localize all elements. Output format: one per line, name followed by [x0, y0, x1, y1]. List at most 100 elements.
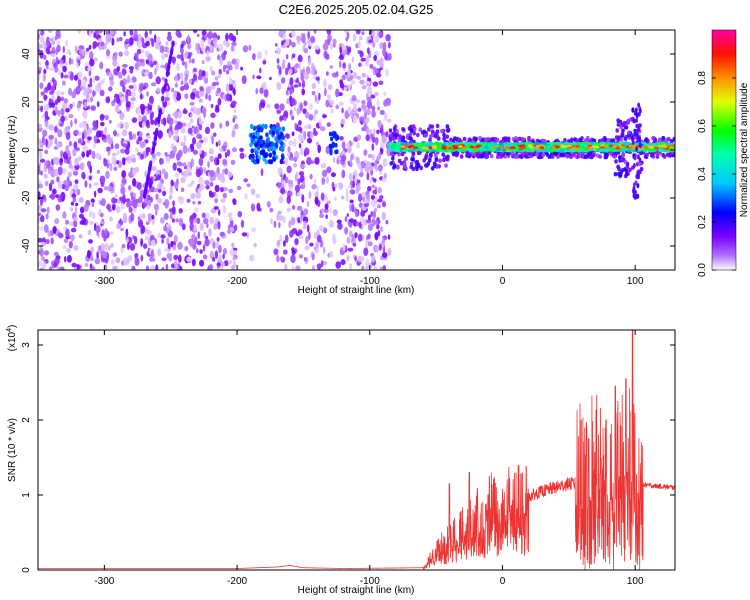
- heatmap-cell: [171, 87, 175, 93]
- heatmap-cell: [321, 169, 328, 178]
- heatmap-cell: [96, 130, 102, 138]
- heatmap-cell: [361, 265, 365, 270]
- heatmap-cell: [626, 120, 631, 125]
- heatmap-cell: [573, 137, 577, 142]
- heatmap-cell: [298, 63, 301, 70]
- heatmap-cell: [271, 130, 276, 136]
- heatmap-cell: [151, 145, 156, 151]
- heatmap-cell: [408, 132, 413, 137]
- heatmap-cell: [636, 136, 640, 142]
- heatmap-cell: [144, 235, 150, 241]
- heatmap-cell: [44, 149, 49, 155]
- heatmap-cell: [213, 223, 218, 230]
- heatmap-cell: [465, 150, 470, 156]
- heatmap-cell: [146, 119, 150, 127]
- heatmap-cell: [346, 213, 349, 218]
- heatmap-cell: [625, 164, 630, 169]
- heatmap-cell: [325, 53, 330, 60]
- heatmap-cell: [371, 218, 376, 227]
- heatmap-cell: [100, 254, 104, 263]
- heatmap-cell: [155, 76, 161, 85]
- heatmap-cell: [181, 122, 187, 127]
- heatmap-cell: [224, 168, 229, 175]
- heatmap-cell: [355, 156, 360, 165]
- heatmap-cell: [150, 239, 156, 247]
- heatmap-cell: [381, 134, 387, 144]
- heatmap-cell: [330, 136, 334, 142]
- heatmap-cell: [418, 127, 423, 132]
- heatmap-cell: [45, 60, 49, 67]
- heatmap-cell: [173, 90, 178, 98]
- heatmap-cell: [43, 103, 50, 111]
- heatmap-cell: [618, 155, 622, 160]
- heatmap-cell: [561, 145, 567, 148]
- heatmap-cell: [650, 153, 654, 158]
- heatmap-cell: [173, 234, 178, 244]
- heatmap-cell: [109, 231, 115, 235]
- heatmap-cell: [56, 44, 61, 53]
- heatmap-cell: [313, 178, 317, 186]
- heatmap-cell: [616, 118, 620, 123]
- heatmap-cell: [168, 55, 172, 62]
- heatmap-cell: [81, 151, 86, 158]
- heatmap-cell: [376, 129, 380, 135]
- heatmap-cell: [201, 212, 206, 219]
- heatmap-cell: [86, 150, 89, 158]
- heatmap-cell: [217, 73, 222, 79]
- heatmap-cell: [209, 182, 214, 187]
- heatmap-cell: [296, 35, 302, 42]
- heatmap-cell: [208, 94, 212, 102]
- heatmap-cell: [520, 144, 526, 148]
- heatmap-cell: [378, 32, 383, 37]
- heatmap-cell: [76, 188, 81, 196]
- heatmap-cell: [40, 91, 45, 96]
- heatmap-cell: [341, 141, 346, 149]
- heatmap-cell: [184, 246, 189, 252]
- heatmap-cell: [285, 54, 289, 60]
- heatmap-cell: [88, 239, 93, 244]
- heatmap-cell: [367, 86, 373, 95]
- heatmap-cell: [192, 88, 198, 94]
- heatmap-cell: [313, 246, 317, 251]
- heatmap-cell: [291, 53, 296, 58]
- heatmap-cell: [271, 126, 275, 132]
- heatmap-cell: [374, 207, 378, 213]
- heatmap-cell: [266, 201, 271, 208]
- heatmap-cell: [294, 238, 299, 246]
- heatmap-cell: [276, 240, 281, 245]
- colorbar-tick-label: 0.4: [697, 167, 708, 181]
- heatmap-cell: [217, 221, 221, 230]
- heatmap-cell: [341, 43, 345, 52]
- heatmap-cell: [228, 83, 234, 91]
- heatmap-cell: [148, 95, 154, 105]
- heatmap-cell: [172, 112, 176, 117]
- heatmap-cell: [332, 237, 337, 245]
- heatmap-cell: [359, 79, 365, 85]
- heatmap-cell: [505, 146, 511, 150]
- heatmap-cell: [54, 35, 58, 41]
- heatmap-cell: [299, 134, 304, 143]
- heatmap-cell: [626, 149, 632, 153]
- heatmap-cell: [636, 193, 640, 199]
- heatmap-cell: [352, 115, 358, 124]
- heatmap-cell: [314, 45, 320, 50]
- heatmap-cell: [39, 82, 44, 90]
- heatmap-cell: [190, 193, 196, 200]
- heatmap-cell: [132, 265, 136, 270]
- heatmap-cell: [67, 150, 71, 160]
- heatmap-cell: [577, 141, 582, 145]
- heatmap-cell: [282, 215, 286, 224]
- heatmap-cell: [309, 103, 313, 111]
- heatmap-cell: [88, 30, 92, 38]
- heatmap-cell: [372, 66, 377, 72]
- heatmap-cell: [128, 66, 134, 71]
- heatmap-cell: [93, 182, 99, 187]
- heatmap-cell: [172, 162, 177, 171]
- heatmap-cell: [323, 79, 327, 88]
- heatmap-cell: [174, 129, 179, 135]
- heatmap-cell: [335, 149, 339, 155]
- heatmap-cell: [263, 88, 269, 98]
- heatmap-cell: [309, 35, 316, 44]
- heatmap-cell: [210, 122, 215, 129]
- heatmap-cell: [166, 252, 172, 259]
